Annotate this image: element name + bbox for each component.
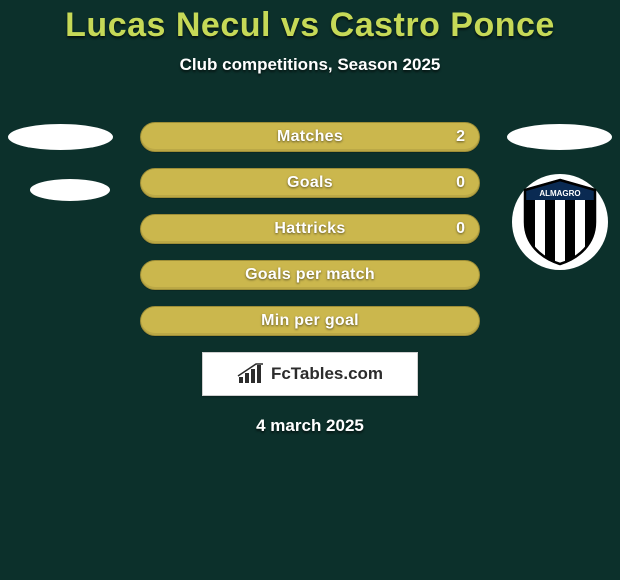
stats-container: Matches 2 Goals 0 Hattricks 0 Goals per … [0,122,620,436]
date-text: 4 march 2025 [0,416,620,436]
stat-label: Min per goal [261,312,359,330]
fctables-logo: FcTables.com [202,352,418,396]
stat-value-right: 0 [456,220,465,238]
stat-label: Goals per match [245,266,375,284]
stat-bar-matches: Matches 2 [140,122,480,152]
stat-label: Goals [287,174,333,192]
logo-text: FcTables.com [271,364,383,384]
stat-label: Hattricks [274,220,345,238]
stat-value-right: 0 [456,174,465,192]
bar-chart-icon [237,363,265,385]
subtitle: Club competitions, Season 2025 [0,55,620,75]
stat-bar-goals: Goals 0 [140,168,480,198]
stat-bar-goals-per-match: Goals per match [140,260,480,290]
stat-label: Matches [277,128,343,146]
club-crest-almagro: ALMAGRO [512,174,608,270]
page-title: Lucas Necul vs Castro Ponce [0,0,620,45]
stat-bar-hattricks: Hattricks 0 [140,214,480,244]
shield-icon: ALMAGRO [521,178,599,266]
crest-club-name: ALMAGRO [539,189,580,198]
stat-value-right: 2 [456,128,465,146]
stat-bar-min-per-goal: Min per goal [140,306,480,336]
